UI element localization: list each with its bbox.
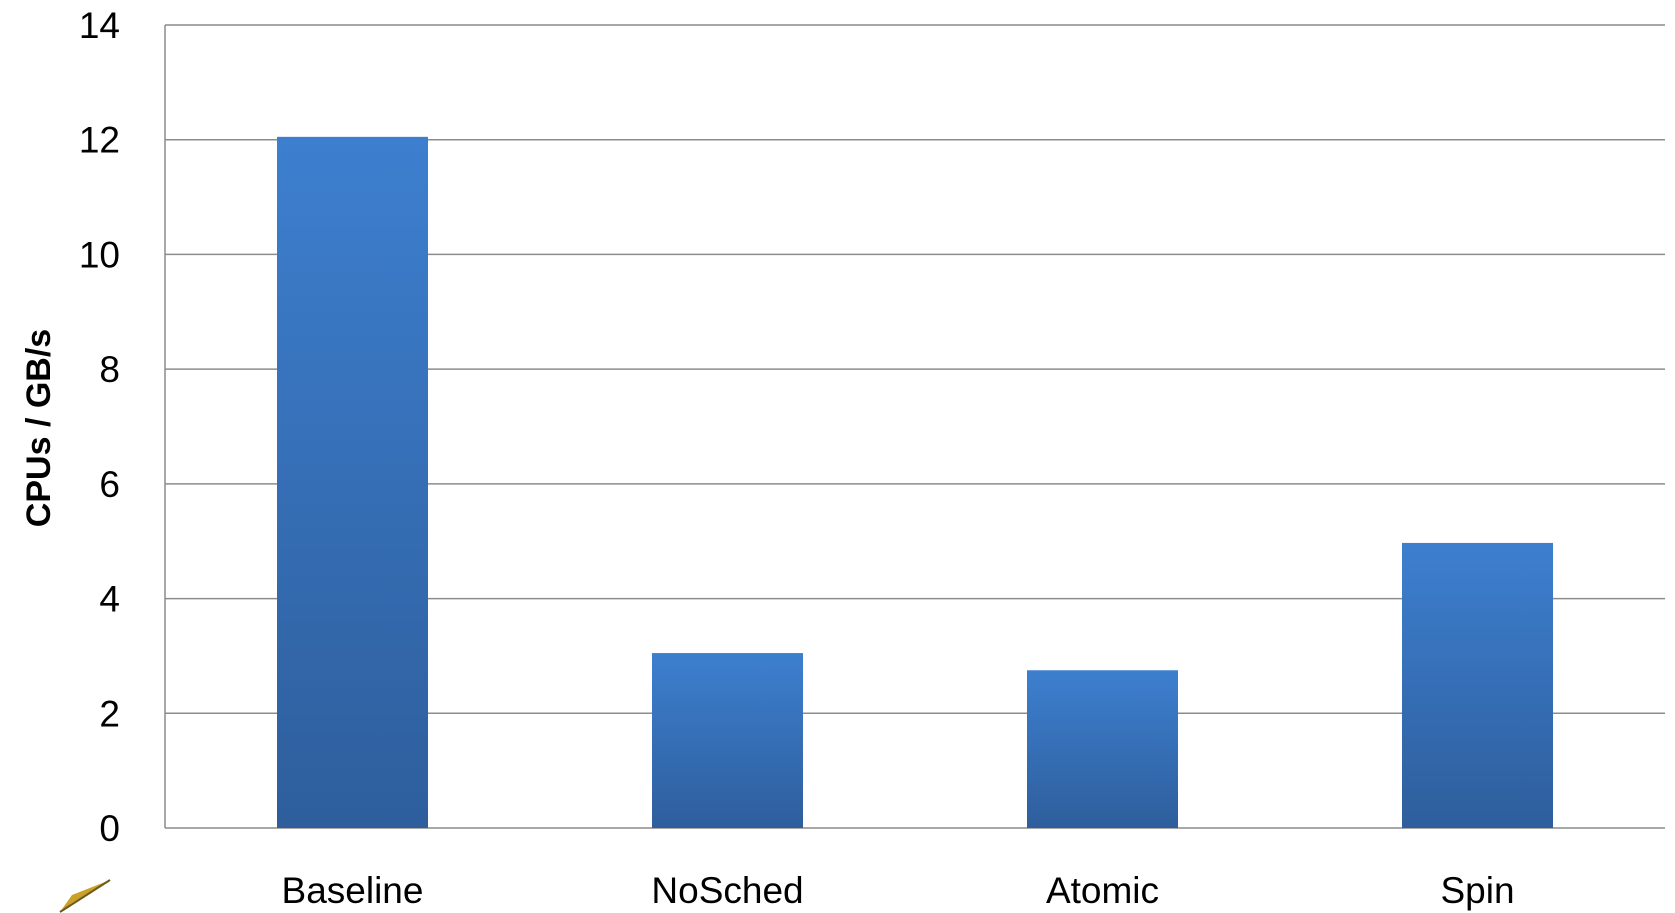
- x-category-label: Atomic: [1046, 870, 1159, 911]
- bar-baseline: [277, 136, 428, 828]
- x-axis-category-labels: Baseline NoSched Atomic Spin: [282, 870, 1515, 911]
- y-axis-tick-labels: 0 2 4 6 8 10 12 14: [79, 5, 120, 849]
- bar-nosched: [652, 653, 803, 828]
- y-tick-label: 2: [99, 693, 120, 734]
- bar-series: [277, 136, 1553, 828]
- x-category-label: NoSched: [651, 870, 803, 911]
- y-tick-label: 6: [99, 464, 120, 505]
- y-tick-label: 14: [79, 5, 120, 46]
- y-axis-title: CPUs / GB/s: [20, 329, 58, 527]
- pen-icon: [59, 879, 111, 913]
- y-tick-label: 4: [99, 579, 120, 620]
- bar-atomic: [1027, 670, 1178, 828]
- y-tick-label: 8: [99, 349, 120, 390]
- x-category-label: Spin: [1440, 870, 1514, 911]
- x-category-label: Baseline: [282, 870, 424, 911]
- bar-spin: [1402, 542, 1553, 828]
- y-tick-label: 12: [79, 120, 120, 161]
- y-tick-label: 10: [79, 234, 120, 275]
- y-tick-label: 0: [99, 808, 120, 849]
